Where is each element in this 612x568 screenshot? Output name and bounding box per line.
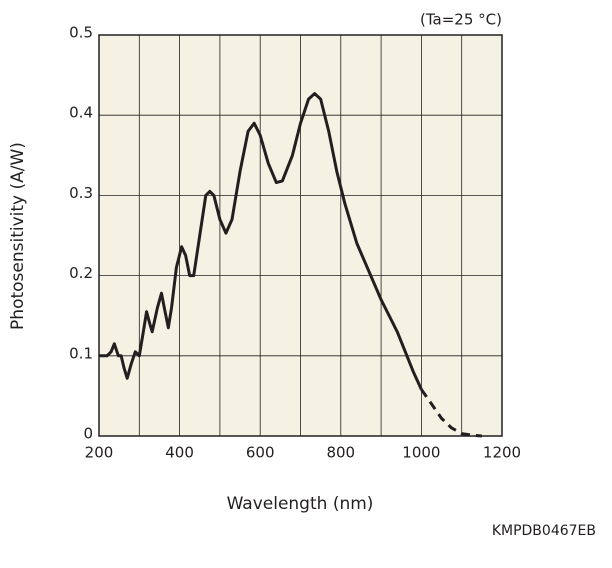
plot-frame	[98, 34, 503, 437]
y-axis-label: Photosensitivity (A/W)	[8, 142, 28, 330]
annotation: (Ta=25 °C)	[420, 11, 502, 29]
y-tick-label: 0	[83, 425, 93, 443]
y-tick-label: 0.1	[69, 344, 93, 362]
y-tick-label: 0.2	[69, 264, 93, 282]
x-tick-label: 1200	[483, 444, 521, 462]
data-line	[420, 388, 482, 438]
x-tick-label: 1000	[402, 444, 440, 462]
y-tick-label: 0.3	[69, 184, 93, 202]
footnote: KMPDB0467EB	[492, 523, 596, 539]
x-tick-label: 600	[246, 444, 275, 462]
data-line	[99, 92, 423, 391]
y-tick-label: 0.4	[69, 104, 93, 122]
y-tick-label: 0.5	[69, 24, 93, 42]
x-tick-label: 800	[326, 444, 355, 462]
x-tick-label: 200	[85, 444, 114, 462]
x-axis-label: Wavelength (nm)	[227, 494, 374, 514]
x-tick-label: 400	[165, 444, 194, 462]
